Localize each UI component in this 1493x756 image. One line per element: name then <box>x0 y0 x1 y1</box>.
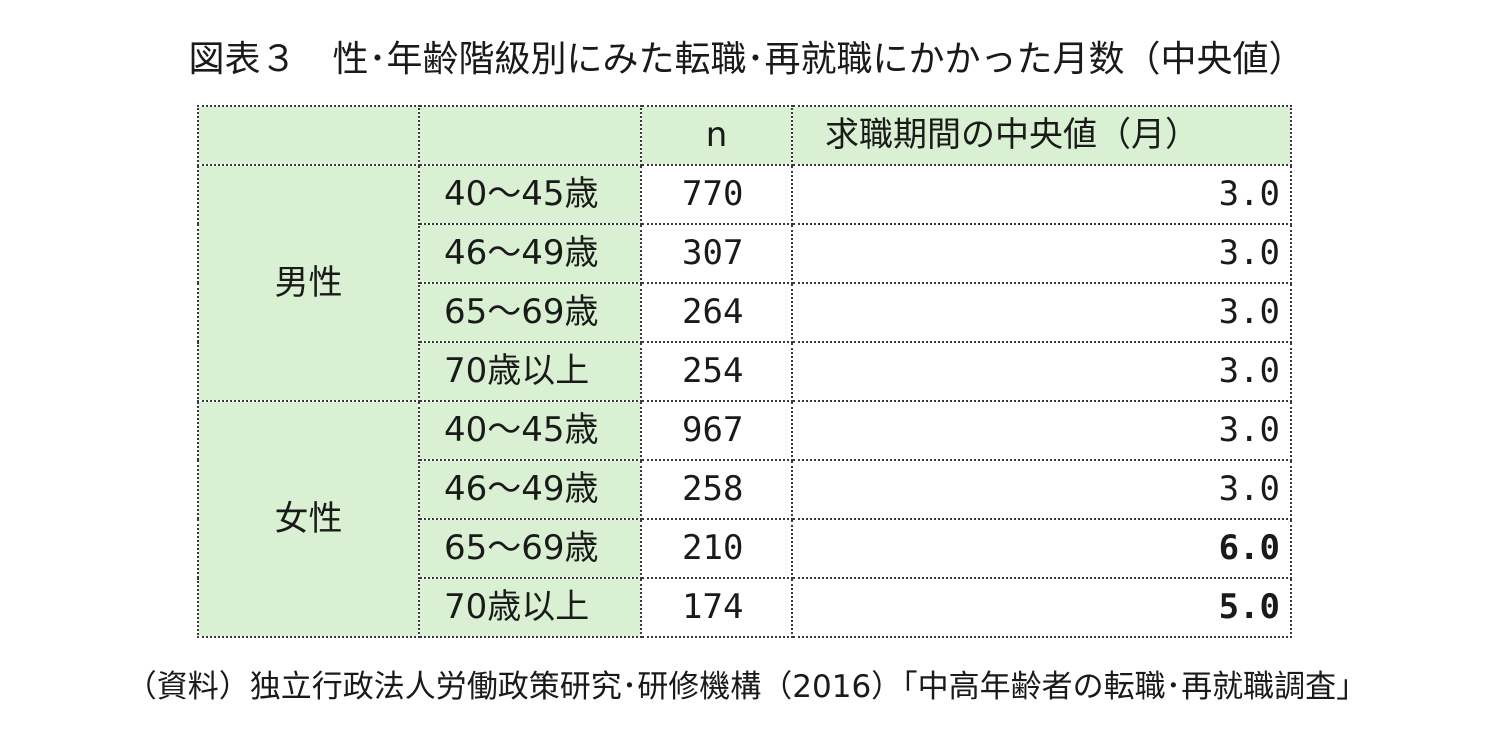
table-row: 男性 40～45歳 770 3.0 <box>197 164 1292 402</box>
n-cell: 210 <box>640 518 793 579</box>
sex-group-label: 女性 <box>197 400 420 638</box>
header-median: 求職期間の中央値（月） <box>791 105 1292 166</box>
median-months-cell: 6.0 <box>791 518 1292 579</box>
median-months-cell: 3.0 <box>791 341 1292 402</box>
figure-title: 図表３ 性･年齢階級別にみた転職･再就職にかかった月数（中央値） <box>188 39 1305 80</box>
median-months-cell: 3.0 <box>791 223 1292 284</box>
table-header-row: n 求職期間の中央値（月） <box>197 105 1292 166</box>
n-cell: 264 <box>640 282 793 343</box>
n-cell: 174 <box>640 577 793 638</box>
table-row: 女性 40～45歳 967 3.0 <box>197 400 1292 638</box>
age-group-cell: 40～45歳 <box>418 164 642 225</box>
median-months-cell: 3.0 <box>791 164 1292 225</box>
table-row: 46～49歳 258 3.0 <box>198 459 1292 520</box>
age-group-cell: 65～69歳 <box>418 282 642 343</box>
table-row: 46～49歳 307 3.0 <box>198 223 1292 284</box>
source-note: （資料）独立行政法人労働政策研究･研修機構（2016）「中高年齢者の転職･再就職… <box>125 669 1368 705</box>
sex-group-label: 男性 <box>197 164 420 402</box>
median-months-cell: 3.0 <box>791 400 1292 461</box>
data-table: n 求職期間の中央値（月） 男性 40～45歳 770 3.0 46～49歳 307 3.0… <box>197 105 1292 638</box>
table-row: 65～69歳 264 3.0 <box>198 282 1292 343</box>
header-age-cell <box>418 105 642 166</box>
age-group-cell: 70歳以上 <box>418 341 642 402</box>
header-n: n <box>640 105 793 166</box>
median-months-cell: 3.0 <box>791 459 1292 520</box>
n-cell: 258 <box>640 459 793 520</box>
table-row: 70歳以上 174 5.0 <box>198 577 1292 638</box>
median-months-cell: 3.0 <box>791 282 1292 343</box>
header-corner-cell <box>197 105 420 166</box>
n-cell: 967 <box>640 400 793 461</box>
median-months-cell: 5.0 <box>791 577 1292 638</box>
n-cell: 770 <box>640 164 793 225</box>
n-cell: 254 <box>640 341 793 402</box>
table-row: 65～69歳 210 6.0 <box>198 518 1292 579</box>
age-group-cell: 46～49歳 <box>418 459 642 520</box>
age-group-cell: 65～69歳 <box>418 518 642 579</box>
n-cell: 307 <box>640 223 793 284</box>
age-group-cell: 46～49歳 <box>418 223 642 284</box>
table-row: 70歳以上 254 3.0 <box>198 341 1292 402</box>
age-group-cell: 40～45歳 <box>418 400 642 461</box>
age-group-cell: 70歳以上 <box>418 577 642 638</box>
